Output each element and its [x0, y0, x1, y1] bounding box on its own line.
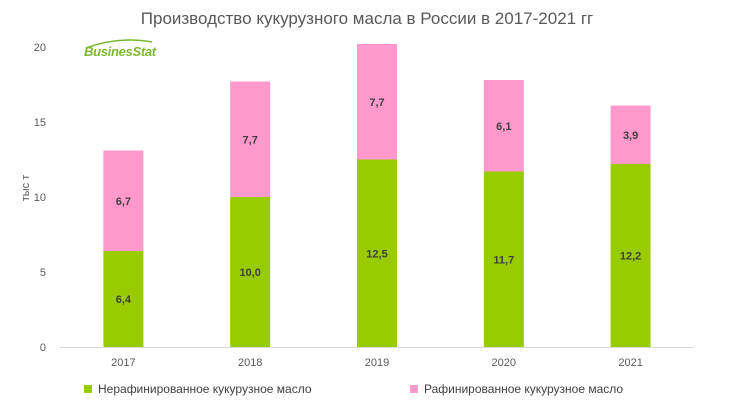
data-label: 6,1 [496, 121, 511, 133]
data-label: 12,5 [366, 248, 387, 260]
brand-logo: BusinesStat [84, 44, 156, 59]
chart-title: Производство кукурузного масла в России … [140, 9, 594, 28]
data-label: 7,7 [369, 97, 384, 109]
data-label: 6,4 [116, 294, 132, 306]
bar-refined [357, 44, 397, 160]
x-tick-label: 2019 [365, 357, 389, 369]
data-label: 7,7 [243, 134, 258, 146]
legend-label-unrefined: Нерафинированное кукурузное масло [98, 382, 312, 396]
x-tick-label: 2018 [238, 357, 262, 369]
legend-item-refined: Рафинированное кукурузное масло [410, 382, 623, 396]
data-label: 6,7 [116, 196, 131, 208]
bar-refined [103, 150, 144, 251]
bar-unrefined [357, 159, 397, 347]
bar-unrefined [483, 171, 524, 347]
bar-unrefined [103, 251, 144, 347]
bar-unrefined [230, 197, 271, 347]
legend-swatch-unrefined [84, 385, 92, 393]
bar-unrefined [610, 164, 651, 347]
x-tick-label: 2020 [492, 357, 516, 369]
y-tick-label: 10 [34, 192, 46, 204]
bar-refined [483, 80, 524, 172]
legend-swatch-refined [410, 385, 418, 393]
data-label: 12,2 [620, 251, 641, 263]
data-label: 3,9 [623, 130, 638, 142]
legend-label-refined: Рафинированное кукурузное масло [424, 382, 624, 396]
y-tick-label: 0 [40, 342, 46, 354]
bar-refined [610, 105, 651, 164]
legend: Нерафинированное кукурузное масло Рафини… [0, 382, 734, 402]
bar-refined [230, 81, 271, 197]
brand-logo-swoosh-icon [85, 39, 153, 49]
legend-item-unrefined: Нерафинированное кукурузное масло [84, 382, 312, 396]
data-label: 10,0 [239, 267, 260, 279]
y-tick-label: 15 [34, 117, 46, 129]
y-tick-label: 5 [40, 267, 46, 279]
y-tick-label: 20 [34, 42, 46, 54]
x-tick-label: 2021 [618, 357, 642, 369]
data-label: 11,7 [493, 254, 514, 266]
x-tick-label: 2017 [111, 357, 135, 369]
